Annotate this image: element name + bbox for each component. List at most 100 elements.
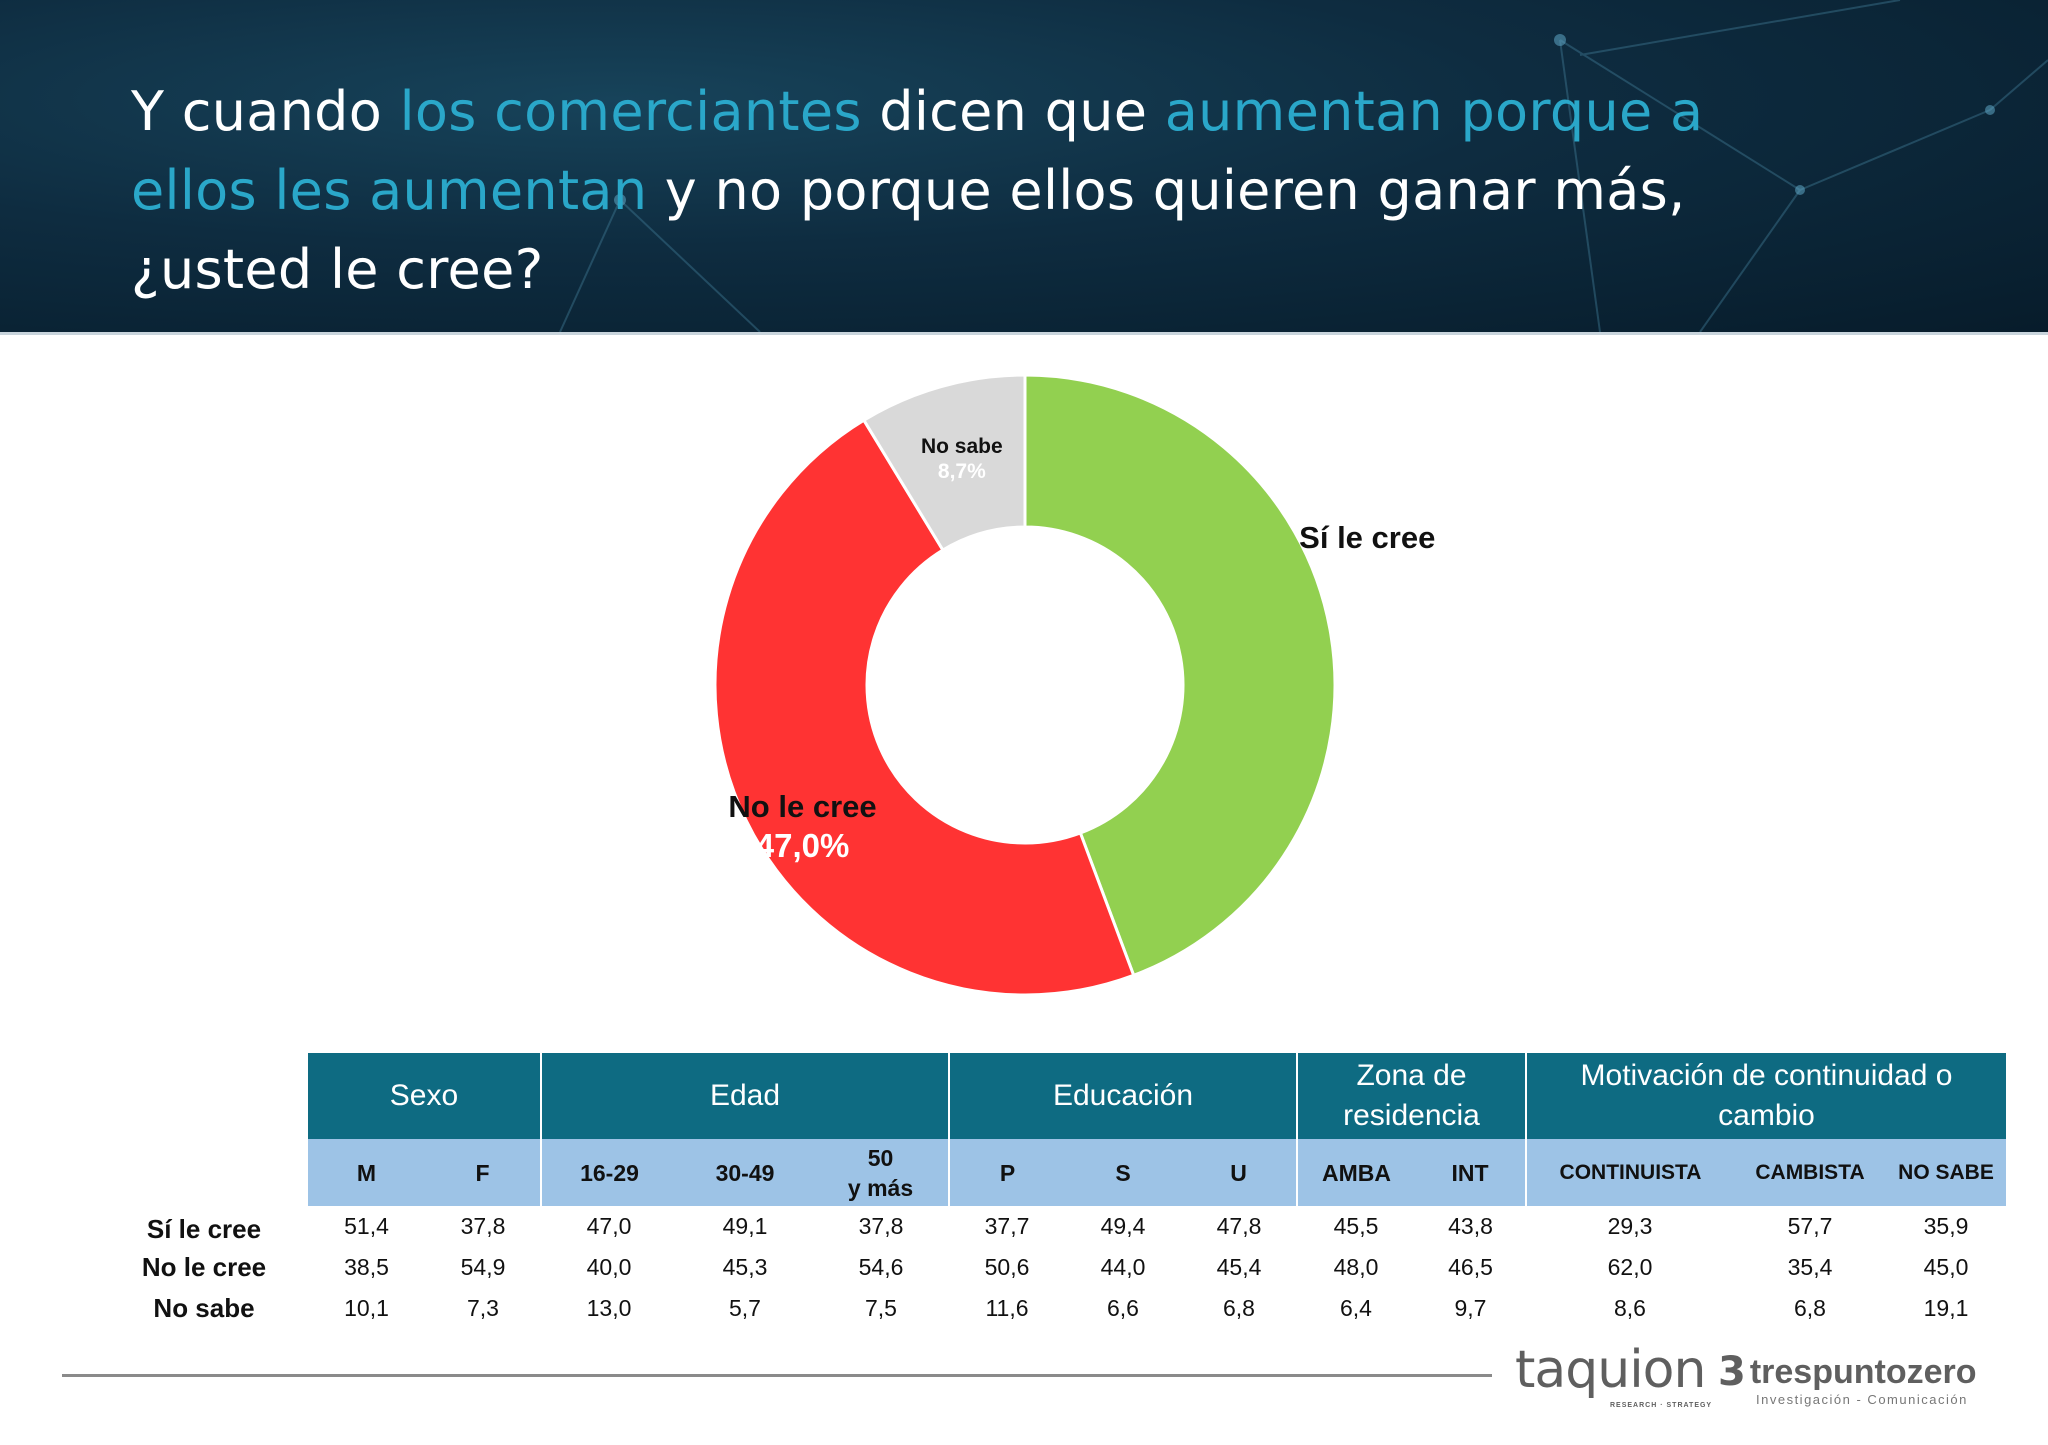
group-header-row: Sexo Edad Educación Zona de residencia Motiv… bbox=[100, 1053, 2006, 1139]
table-cell: 50,6 bbox=[984, 1254, 1030, 1280]
table-cell: 45,5 bbox=[1333, 1213, 1379, 1239]
column-header-row: M F 16-29 30-49 50 y más P S U AMBA INT CONTINUIST… bbox=[100, 1139, 2006, 1206]
table-cell: 45,4 bbox=[1216, 1254, 1262, 1280]
table-cell: 45,0 bbox=[1923, 1254, 1969, 1280]
column-header: F bbox=[425, 1139, 541, 1206]
row-label: No sabe bbox=[153, 1293, 255, 1323]
trespuntozero-mark: 3 bbox=[1718, 1349, 1746, 1395]
column-header: CONTINUISTA bbox=[1525, 1139, 1734, 1206]
group-header: Sexo bbox=[308, 1053, 541, 1139]
slice-label-1: No le cree 47,0% bbox=[673, 788, 933, 866]
column-header: NO SABE bbox=[1886, 1139, 2006, 1206]
donut-slices bbox=[713, 373, 1337, 997]
column-header: CAMBISTA bbox=[1734, 1139, 1886, 1206]
slice-label-name: Sí le cree bbox=[1299, 520, 1436, 556]
taquion-logo: taquion RESEARCH · STRATEGY bbox=[1515, 1340, 1711, 1409]
slice-label-name: No sabe bbox=[920, 434, 1003, 458]
table-cell: 6,6 bbox=[1107, 1295, 1139, 1321]
title-text: y no porque ellos quieren ganar más, ¿us… bbox=[131, 159, 1686, 301]
table-row: No sabe 10,1 7,3 13,0 5,7 7,5 11,6 6,6 6,8 6,4 9,7… bbox=[100, 1288, 2006, 1329]
footer-divider bbox=[62, 1374, 1492, 1377]
group-header: Zona de residencia bbox=[1296, 1053, 1526, 1139]
table-cell: 8,6 bbox=[1614, 1295, 1646, 1321]
title-highlight: aumentan porque a ellos les aumentan bbox=[131, 80, 1704, 222]
table-row: Sí le cree 51,4 37,8 47,0 49,1 37,8 37,7 49,4 47… bbox=[100, 1206, 2006, 1247]
table-cell: 29,3 bbox=[1607, 1213, 1653, 1239]
table-cell: 5,7 bbox=[729, 1295, 761, 1321]
header-banner: Y cuando los comerciantes dicen que aume… bbox=[0, 0, 2048, 332]
title-text: dicen que bbox=[861, 80, 1165, 143]
table-cell: 6,8 bbox=[1794, 1295, 1826, 1321]
trespuntozero-tagline: Investigación - Comunicación bbox=[1756, 1392, 1968, 1407]
crosstab-body: Sí le cree 51,4 37,8 47,0 49,1 37,8 37,7 49,4 47… bbox=[100, 1206, 2006, 1329]
group-header: Motivación de continuidad o cambio bbox=[1525, 1053, 2006, 1139]
table-cell: 40,0 bbox=[586, 1254, 632, 1280]
empty-header-cell bbox=[100, 1139, 308, 1206]
slice-label-value: 47,0% bbox=[755, 827, 850, 865]
table-cell: 37,8 bbox=[460, 1213, 506, 1239]
crosstab-table: Sexo Edad Educación Zona de residencia Motiv… bbox=[100, 1053, 2006, 1329]
table-cell: 43,8 bbox=[1448, 1213, 1493, 1239]
table-cell: 62,0 bbox=[1607, 1254, 1653, 1280]
group-header: Educación bbox=[948, 1053, 1297, 1139]
slice-label-name: No le cree bbox=[728, 789, 877, 825]
table-cell: 45,3 bbox=[722, 1254, 768, 1280]
group-header: Edad bbox=[540, 1053, 949, 1139]
taquion-wordmark: taquion bbox=[1515, 1340, 1706, 1400]
table-cell: 6,4 bbox=[1340, 1295, 1372, 1321]
table-cell: 49,4 bbox=[1100, 1213, 1146, 1239]
column-header: 50 y más bbox=[813, 1139, 949, 1206]
table-cell: 37,8 bbox=[858, 1213, 904, 1239]
table-cell: 46,5 bbox=[1448, 1254, 1493, 1280]
title-highlight: los comerciantes bbox=[399, 80, 862, 143]
trespuntozero-logo: 3 trespuntozero Investigación - Comunicac… bbox=[1718, 1349, 1977, 1407]
column-header: S bbox=[1065, 1139, 1181, 1206]
title-text: Y cuando bbox=[131, 80, 400, 143]
table-cell: 10,1 bbox=[344, 1295, 389, 1321]
taquion-tagline: RESEARCH · STRATEGY bbox=[1610, 1402, 1713, 1409]
column-header: P bbox=[948, 1139, 1065, 1206]
table-cell: 54,9 bbox=[460, 1254, 506, 1280]
table-cell: 38,5 bbox=[344, 1254, 389, 1280]
column-header: 16-29 bbox=[540, 1139, 677, 1206]
trespuntozero-wordmark: trespuntozero bbox=[1749, 1353, 1977, 1391]
table-cell: 51,4 bbox=[344, 1213, 389, 1239]
slice-label-2: No sabe 8,7% bbox=[862, 434, 1062, 485]
donut-slice-1 bbox=[713, 418, 1136, 997]
column-header: U bbox=[1181, 1139, 1297, 1206]
table-cell: 44,0 bbox=[1100, 1254, 1146, 1280]
table-cell: 37,7 bbox=[984, 1213, 1030, 1239]
table-cell: 47,0 bbox=[586, 1213, 632, 1239]
table-row: No le cree 38,5 54,9 40,0 45,3 54,6 50,6 44,0 45… bbox=[100, 1247, 2006, 1288]
table-cell: 48,0 bbox=[1333, 1254, 1379, 1280]
empty-header-cell bbox=[100, 1053, 308, 1139]
table-cell: 35,9 bbox=[1923, 1213, 1969, 1239]
table-cell: 35,4 bbox=[1787, 1254, 1833, 1280]
table-cell: 19,1 bbox=[1923, 1295, 1969, 1321]
column-header: 30-49 bbox=[677, 1139, 813, 1206]
donut-chart bbox=[713, 373, 1337, 997]
table-cell: 11,6 bbox=[985, 1295, 1029, 1321]
table-cell: 49,1 bbox=[722, 1213, 768, 1239]
page-title: Y cuando los comerciantes dicen que aume… bbox=[131, 72, 1831, 309]
row-label: No le cree bbox=[141, 1252, 267, 1282]
network-lines-decoration bbox=[559, 0, 2048, 332]
column-header: INT bbox=[1415, 1139, 1526, 1206]
slice-label-0: Sí le cree 44,3% bbox=[1237, 519, 1497, 597]
table-cell: 7,5 bbox=[865, 1295, 897, 1321]
slice-label-value: 8,7% bbox=[937, 460, 986, 484]
table-cell: 57,7 bbox=[1787, 1213, 1833, 1239]
table-cell: 9,7 bbox=[1454, 1295, 1487, 1321]
table-cell: 7,3 bbox=[467, 1295, 499, 1321]
table-cell: 13,0 bbox=[586, 1295, 632, 1321]
column-header: AMBA bbox=[1296, 1139, 1415, 1206]
table-cell: 47,8 bbox=[1216, 1213, 1262, 1239]
column-header: M bbox=[308, 1139, 425, 1206]
row-label: Sí le cree bbox=[146, 1214, 262, 1244]
table-cell: 6,8 bbox=[1223, 1295, 1255, 1321]
header-divider bbox=[0, 332, 2048, 335]
donut-slice-0 bbox=[1023, 373, 1337, 978]
slice-label-value: 44,3% bbox=[1320, 558, 1415, 596]
table-cell: 54,6 bbox=[858, 1254, 904, 1280]
donut-slice-2 bbox=[861, 373, 1027, 553]
